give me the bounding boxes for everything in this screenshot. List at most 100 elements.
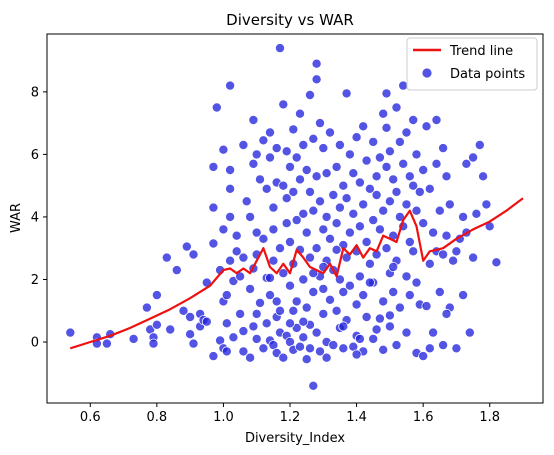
data-point (398, 158, 409, 169)
data-point (301, 164, 312, 175)
data-point (311, 58, 322, 69)
data-point (354, 177, 365, 188)
data-point (358, 199, 369, 210)
data-point (221, 318, 232, 329)
data-point (364, 183, 375, 194)
data-point (208, 238, 219, 249)
data-point (308, 380, 319, 391)
data-point (384, 310, 395, 321)
data-point (311, 327, 322, 338)
data-point (411, 149, 422, 160)
data-point (238, 326, 249, 337)
data-point (248, 321, 259, 332)
data-point (444, 199, 455, 210)
data-point (208, 351, 219, 362)
data-point (408, 180, 419, 191)
data-point (298, 274, 309, 285)
data-point (401, 127, 412, 138)
data-point (251, 333, 262, 344)
data-point (301, 354, 312, 365)
data-point (258, 135, 269, 146)
data-point (238, 139, 249, 150)
data-point (344, 227, 355, 238)
data-point (334, 202, 345, 213)
data-point (318, 283, 329, 294)
data-point (344, 149, 355, 160)
data-point (368, 136, 379, 147)
x-axis-ticks: 0.6 0.8 1.0 1.2 1.4 1.6 1.8 (80, 403, 500, 425)
data-point (421, 301, 432, 312)
data-point (324, 233, 335, 244)
data-point (278, 99, 289, 110)
data-point (298, 139, 309, 150)
legend-points-swatch (421, 67, 433, 79)
data-point (451, 343, 462, 354)
data-point (471, 208, 482, 219)
data-point (238, 346, 249, 357)
y-tick-label: 2 (31, 273, 39, 288)
data-point (374, 313, 385, 324)
data-point (368, 215, 379, 226)
data-point (388, 174, 399, 185)
data-point (391, 102, 402, 113)
legend: Trend line Data points (406, 37, 538, 91)
data-point (298, 332, 309, 343)
data-point (268, 255, 279, 266)
data-point (391, 186, 402, 197)
data-point (101, 338, 112, 349)
data-point (441, 308, 452, 319)
data-point (341, 88, 352, 99)
data-point (65, 327, 76, 338)
data-point (378, 108, 389, 119)
x-tick-label: 0.8 (147, 410, 168, 425)
data-point (308, 133, 319, 144)
data-point (225, 211, 236, 222)
data-point (304, 90, 315, 101)
data-point (391, 340, 402, 351)
data-point (361, 311, 372, 322)
data-point (418, 164, 429, 175)
data-point (148, 338, 159, 349)
data-point (321, 211, 332, 222)
data-point (431, 115, 442, 126)
data-point (464, 327, 475, 338)
data-point (254, 297, 265, 308)
data-point (281, 218, 292, 229)
data-point (344, 280, 355, 291)
data-point (291, 215, 302, 226)
data-point (274, 305, 285, 316)
x-tick-label: 1.8 (479, 410, 500, 425)
data-point (165, 324, 176, 335)
data-point (374, 152, 385, 163)
data-point (261, 183, 272, 194)
data-point (221, 346, 232, 357)
legend-points-label: Data points (450, 67, 525, 82)
data-point (448, 255, 459, 266)
x-axis-label: Diversity_Index (245, 431, 345, 446)
data-point (151, 290, 162, 301)
x-tick-label: 0.6 (80, 410, 101, 425)
data-point (348, 208, 359, 219)
data-point (284, 236, 295, 247)
data-point (341, 193, 352, 204)
data-point (268, 224, 279, 235)
data-point (248, 158, 259, 169)
data-point (418, 351, 429, 362)
data-point (171, 265, 182, 276)
data-point (394, 136, 405, 147)
data-point (354, 333, 365, 344)
data-point (364, 258, 375, 269)
data-point (274, 243, 285, 254)
data-point (278, 180, 289, 191)
chart-title: Diversity vs WAR (226, 11, 354, 29)
data-point (245, 211, 256, 222)
data-point (334, 139, 345, 150)
data-point (351, 299, 362, 310)
data-point (358, 121, 369, 132)
data-point (225, 183, 236, 194)
data-point (294, 108, 305, 119)
data-point (424, 343, 435, 354)
data-point (251, 308, 262, 319)
data-point (284, 161, 295, 172)
data-point (378, 296, 389, 307)
